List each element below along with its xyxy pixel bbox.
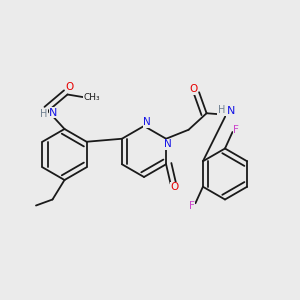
Text: O: O: [189, 84, 197, 94]
Text: N: N: [143, 117, 151, 128]
Text: N: N: [164, 139, 172, 149]
Text: N: N: [227, 106, 235, 116]
Text: F: F: [233, 124, 239, 135]
Text: N: N: [49, 107, 58, 118]
Text: O: O: [66, 82, 74, 92]
Text: H: H: [218, 105, 225, 115]
Text: CH₃: CH₃: [84, 93, 100, 102]
Text: F: F: [189, 201, 195, 211]
Text: H: H: [40, 109, 47, 119]
Text: O: O: [170, 182, 178, 192]
